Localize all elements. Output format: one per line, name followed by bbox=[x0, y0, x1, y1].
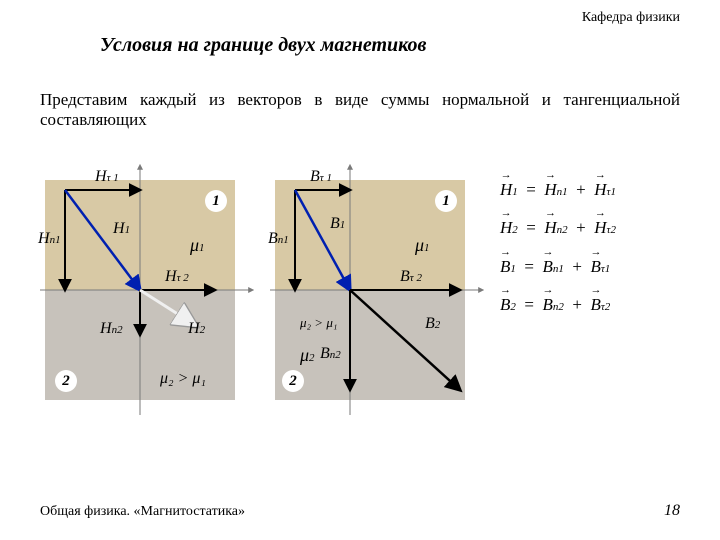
label-mu-inequality: μ₂ > μ₁ bbox=[160, 370, 206, 388]
label-h-n1: Hn1 bbox=[38, 230, 61, 248]
label-b2: B2 bbox=[425, 315, 440, 333]
eq-b2: B2 = Bn2 + Bτ2 bbox=[500, 295, 616, 315]
label-mu-inequality-small: μ₂ > μ₁ bbox=[300, 315, 337, 331]
badge-region-1: 1 bbox=[435, 190, 457, 212]
eq-h1: H1 = Hn1 + Hτ1 bbox=[500, 180, 616, 200]
footer-course: Общая физика. «Магнитостатика» bbox=[40, 504, 245, 520]
label-h1: H1 bbox=[113, 220, 130, 238]
label-h2: H2 bbox=[188, 320, 205, 338]
label-b-n1: Bn1 bbox=[268, 230, 289, 248]
label-mu1: μ1 bbox=[415, 235, 430, 256]
eq-b1: B1 = Bn1 + Bτ1 bbox=[500, 257, 616, 277]
label-b-n2: Bn2 bbox=[320, 345, 341, 363]
badge-region-2: 2 bbox=[282, 370, 304, 392]
label-h-tau2: Hτ 2 bbox=[165, 268, 189, 286]
label-h-n2: Hn2 bbox=[100, 320, 123, 338]
label-mu2: μ2 bbox=[300, 345, 315, 366]
page-number: 18 bbox=[664, 502, 680, 520]
label-mu1: μ1 bbox=[190, 235, 205, 256]
eq-h2: H2 = Hn2 + Hτ2 bbox=[500, 218, 616, 238]
badge-region-1: 1 bbox=[205, 190, 227, 212]
page-title: Условия на границе двух магнетиков bbox=[100, 34, 426, 57]
department-label: Кафедра физики bbox=[582, 10, 680, 26]
diagram-b-field: 1 2 Bτ 1 Bn1 B1 Bτ 2 B2 Bn2 μ1 μ₂ > μ₁ μ… bbox=[270, 160, 485, 420]
label-h-tau1: Hτ 1 bbox=[95, 168, 119, 186]
label-b-tau1: Bτ 1 bbox=[310, 168, 332, 186]
equations-block: H1 = Hn1 + Hτ1 H2 = Hn2 + Hτ2 B1 = Bn1 +… bbox=[500, 180, 616, 334]
intro-text: Представим каждый из векторов в виде сум… bbox=[40, 90, 680, 130]
label-b1: B1 bbox=[330, 215, 345, 233]
badge-region-2: 2 bbox=[55, 370, 77, 392]
label-b-tau2: Bτ 2 bbox=[400, 268, 422, 286]
diagram-h-field: 1 2 Hτ 1 Hn1 H1 Hτ 2 H2 Hn2 μ1 μ₂ > μ₁ bbox=[40, 160, 255, 420]
